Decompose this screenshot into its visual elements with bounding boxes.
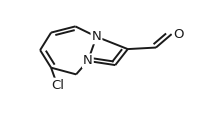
Text: N: N (92, 30, 101, 43)
Text: O: O (173, 28, 184, 41)
Text: Cl: Cl (51, 79, 64, 92)
Text: N: N (83, 54, 93, 67)
